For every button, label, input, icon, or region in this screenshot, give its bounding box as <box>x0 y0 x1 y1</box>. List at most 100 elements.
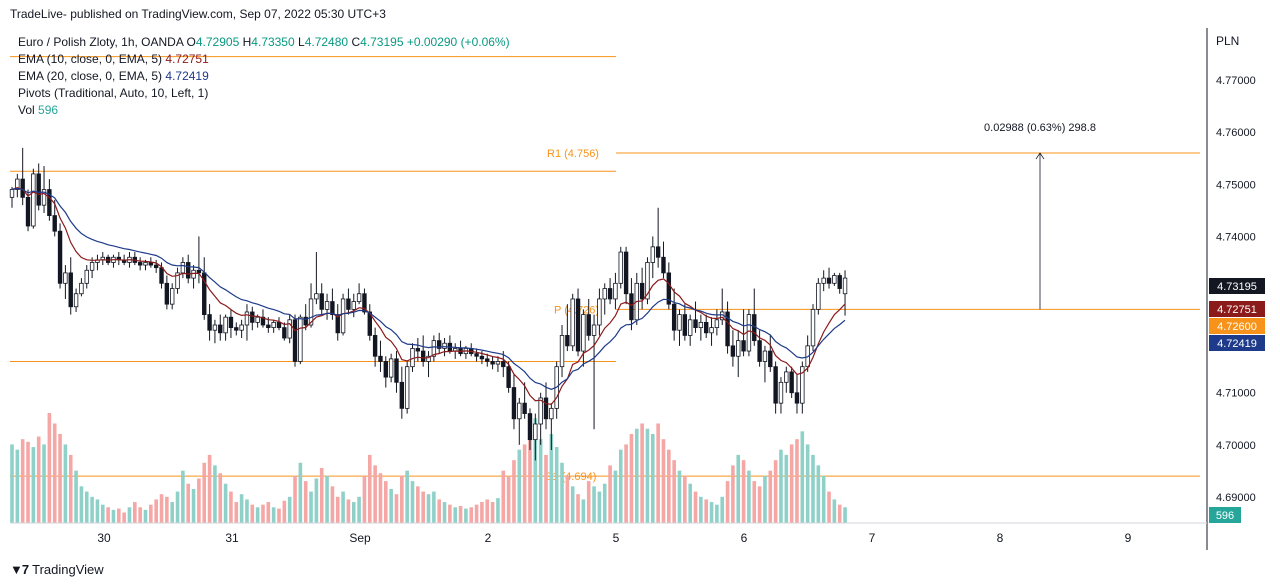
ohlc-open: 4.72905 <box>195 35 240 49</box>
price-axis[interactable]: 4.770004.760004.750004.740004.730004.720… <box>1209 75 1265 523</box>
candle-body <box>196 269 202 274</box>
brand-name: TradingView <box>32 562 104 577</box>
volume-bar <box>720 496 725 523</box>
volume-bar <box>469 507 474 523</box>
candle-body <box>68 272 73 308</box>
candle-body <box>442 342 447 349</box>
candle-body <box>148 262 154 266</box>
vol-label: Vol <box>18 103 35 117</box>
volume-tag-label: 596 <box>1216 510 1234 522</box>
candle-body <box>837 275 842 289</box>
volume-bar <box>704 499 708 523</box>
candle-body <box>810 308 816 347</box>
volume-bar <box>223 483 228 523</box>
footer-brand[interactable]: ▼7 TradingView <box>10 562 104 577</box>
candle-body <box>260 316 266 326</box>
candle-body <box>826 277 832 284</box>
volume-bar <box>282 500 287 523</box>
price-tick-label: 4.69000 <box>1216 492 1256 504</box>
publish-header: TradeLive- published on TradingView.com,… <box>10 7 386 21</box>
ohlc-high-label: H <box>242 35 252 49</box>
volume-bar <box>335 496 340 523</box>
candle-body <box>164 282 170 305</box>
candle-body <box>191 269 196 279</box>
candle-body <box>399 381 405 409</box>
volume-bar <box>832 499 837 523</box>
volume-bar <box>367 454 372 523</box>
volume-bar <box>597 491 602 523</box>
ema20-line <box>11 187 846 390</box>
volume-bar <box>298 462 303 523</box>
volume-bar <box>58 433 62 523</box>
volume-bar <box>202 462 207 523</box>
candle-body <box>319 293 324 310</box>
time-tick-label: 6 <box>741 531 748 545</box>
volume-bar <box>586 481 591 523</box>
legend-ema20-row[interactable]: EMA (20, close, 0, EMA, 5) 4.72419 <box>18 68 510 85</box>
candle-body <box>271 321 276 329</box>
volume-bar <box>111 509 116 523</box>
candle-body <box>570 298 575 347</box>
volume-bar <box>309 491 313 523</box>
volume-bar <box>634 428 639 523</box>
volume-bar <box>538 439 543 523</box>
volume-bar <box>330 486 335 523</box>
volume-bar <box>827 491 831 523</box>
time-tick-label: 8 <box>997 531 1004 545</box>
candle-body <box>757 340 762 362</box>
volume-bar <box>10 444 14 523</box>
symbol-name[interactable]: Euro / Polish Zloty, 1h, OANDA <box>18 35 184 49</box>
volume-bar <box>426 494 431 523</box>
candle-body <box>212 324 218 331</box>
ema10-value: 4.72751 <box>165 52 209 66</box>
candle-body <box>266 324 271 329</box>
candle-body <box>239 324 244 331</box>
volume-bar <box>362 475 367 523</box>
candle-body <box>666 272 672 305</box>
candle-body <box>143 262 148 266</box>
candle-body <box>388 358 394 378</box>
volume-bar <box>207 454 212 523</box>
candle-body <box>159 267 164 284</box>
volume-bar <box>677 470 682 523</box>
volume-bar <box>773 460 778 523</box>
volume-bar <box>373 465 377 523</box>
volume-bar <box>95 499 100 523</box>
volume-bar <box>234 502 239 523</box>
volume-bar <box>570 486 575 523</box>
volume-bar <box>458 505 463 523</box>
candle-body <box>784 371 789 383</box>
volume-bar <box>255 507 260 523</box>
ohlc-low-label: L <box>298 35 305 49</box>
volume-bar <box>79 486 84 523</box>
volume-bar <box>544 454 548 523</box>
legend-pivots-row[interactable]: Pivots (Traditional, Auto, 10, Left, 1) <box>18 85 510 102</box>
candle-body <box>175 272 180 289</box>
candle-body <box>650 246 655 263</box>
volume-bar <box>416 486 420 523</box>
volume-bar <box>709 502 714 523</box>
candle-body <box>228 316 234 329</box>
volume-bar <box>181 470 185 523</box>
volume-bar <box>389 488 393 523</box>
volume-bar <box>805 444 810 523</box>
candle-body <box>378 355 383 362</box>
candle-body <box>800 366 805 404</box>
price-tick-label: 4.74000 <box>1216 231 1256 243</box>
candle-body <box>736 340 741 357</box>
legend-ema10-row[interactable]: EMA (10, close, 0, EMA, 5) 4.72751 <box>18 51 510 68</box>
ohlc-close-label: C <box>351 35 361 49</box>
candle-body <box>415 348 421 352</box>
volume-bar <box>672 460 676 523</box>
price-tag-label: 4.72751 <box>1217 304 1257 316</box>
candle-body <box>180 262 186 274</box>
candle-body <box>356 293 362 302</box>
measure-arrowhead <box>1035 152 1045 160</box>
volume-bar <box>287 496 292 523</box>
candle-body <box>244 311 250 326</box>
legend-vol-row[interactable]: Vol 596 <box>18 102 510 119</box>
candle-body <box>324 301 330 310</box>
volume-bar <box>170 502 174 523</box>
time-axis[interactable]: 30 31 Sep 2 5 6 7 8 9 <box>97 531 1131 545</box>
